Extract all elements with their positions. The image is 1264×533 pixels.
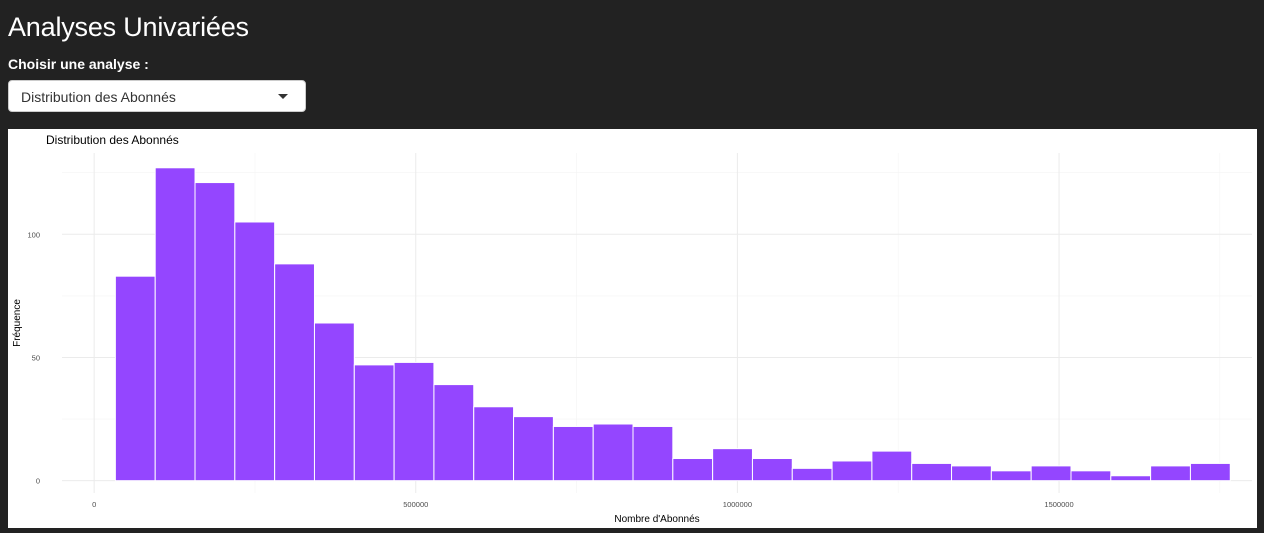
histogram-bar: [672, 458, 714, 482]
analysis-select[interactable]: Distribution des Abonnés: [8, 80, 306, 112]
histogram-bar: [433, 384, 475, 482]
histogram-bar: [274, 263, 315, 482]
caret-down-icon[interactable]: [278, 94, 288, 99]
y-tick-label: 0: [36, 477, 40, 486]
histogram-bar: [114, 275, 156, 482]
histogram-bar: [154, 167, 196, 482]
histogram-bar: [1150, 465, 1191, 482]
histogram-bar: [1030, 465, 1072, 482]
x-tick-label: 0: [92, 500, 96, 509]
histogram-bar: [473, 406, 515, 482]
x-tick-label: 1500000: [1044, 500, 1073, 509]
histogram-bar: [234, 221, 276, 482]
analysis-select-value: Distribution des Abonnés: [21, 89, 176, 105]
histogram-bar: [871, 450, 913, 482]
histogram-bar: [592, 423, 634, 482]
y-tick-label: 50: [32, 353, 40, 362]
x-tick-label: 500000: [403, 500, 428, 509]
plot-panel: 0 50 100 0 500000 1000000 1500000 Distribution …: [8, 129, 1257, 528]
histogram-bar: [1070, 470, 1112, 482]
histogram-bar: [911, 462, 953, 482]
histogram-chart: 0 50 100 0 500000 1000000 1500000 Distribution …: [12, 133, 1252, 525]
x-axis-label: Nombre d'Abonnés: [614, 514, 699, 525]
histogram-bar: [951, 465, 992, 482]
y-axis-label: Fréquence: [12, 299, 23, 347]
histogram-bar: [393, 361, 435, 482]
histogram-bar: [751, 458, 793, 482]
x-tick-label: 1000000: [723, 500, 752, 509]
histogram-bar: [712, 448, 753, 482]
histogram-bar: [313, 322, 355, 482]
histogram-bar: [353, 364, 395, 482]
histogram-bar: [791, 467, 833, 482]
histogram-bar: [1189, 462, 1231, 482]
histogram-bar: [1110, 475, 1152, 482]
y-tick-label: 100: [27, 230, 40, 239]
histogram-bar: [513, 416, 554, 482]
histogram-bar: [990, 470, 1032, 482]
histogram-bar: [632, 425, 674, 482]
chart-title: Distribution des Abonnés: [46, 133, 179, 147]
page-title: Analyses Univariées: [8, 12, 249, 42]
histogram-bar: [194, 182, 236, 482]
histogram-bar: [831, 460, 873, 482]
histogram-bar: [552, 425, 594, 482]
analysis-select-label: Choisir une analyse :: [8, 56, 149, 72]
